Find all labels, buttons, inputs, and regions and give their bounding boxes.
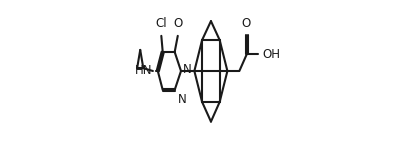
Text: N: N (177, 93, 186, 106)
Text: N: N (183, 63, 192, 76)
Text: HN: HN (135, 64, 153, 78)
Text: Cl: Cl (155, 17, 167, 30)
Text: OH: OH (263, 48, 280, 61)
Text: O: O (241, 16, 251, 30)
Text: O: O (174, 17, 183, 30)
